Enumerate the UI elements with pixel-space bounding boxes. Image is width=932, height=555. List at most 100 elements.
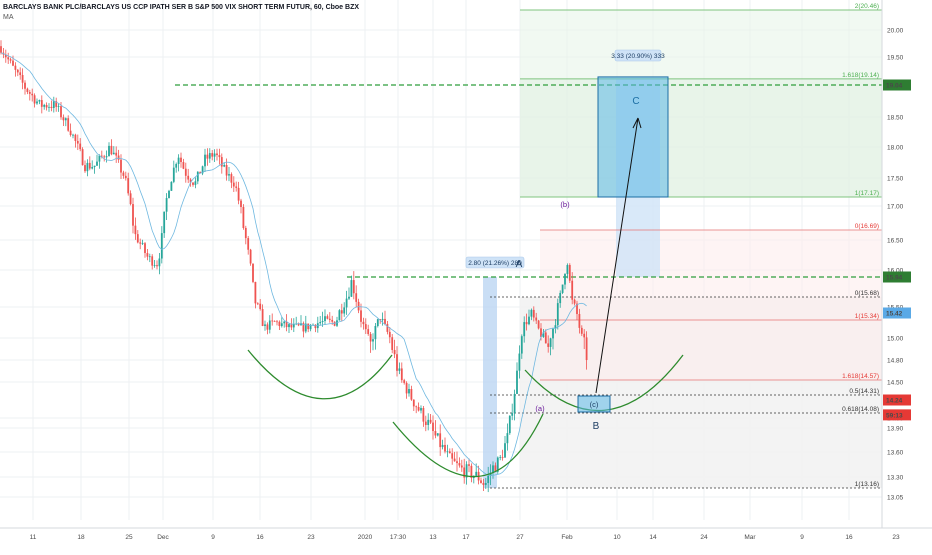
candles [0, 40, 588, 493]
candle-body [40, 100, 43, 107]
candle-body [535, 317, 538, 321]
candle-body [216, 153, 218, 156]
candle-body [148, 256, 151, 258]
candle-body [362, 321, 365, 325]
price-axis[interactable]: 20.00 19.50 18.50 18.00 17.50 17.00 16.50 16.00… [881, 0, 932, 550]
candle-body [578, 314, 581, 328]
time-tick: 14 [649, 534, 657, 541]
candle-body [180, 157, 182, 163]
candle-body [132, 204, 134, 226]
candle-body [156, 265, 158, 267]
candle-body [165, 198, 168, 212]
fib-up-label: 1(17.17) [855, 190, 879, 197]
candle-body [182, 162, 185, 169]
candle-body [124, 175, 127, 179]
candle-body [230, 174, 233, 183]
projection-arrow [595, 117, 639, 394]
indicator-ma-label[interactable]: MA [3, 14, 14, 21]
candle-body [81, 149, 84, 166]
time-tick: Mar [744, 534, 756, 541]
candle-body [88, 162, 91, 169]
fib-red-zone [540, 230, 882, 380]
time-tick: 24 [700, 534, 708, 541]
candle-body [79, 143, 82, 150]
fib-up-zone-inner [520, 78, 882, 197]
candle-body [492, 465, 494, 473]
candle-body [76, 140, 79, 144]
candle-body [571, 280, 574, 300]
candle-body [264, 324, 266, 326]
candle-body [4, 54, 7, 58]
candle-body [240, 200, 242, 207]
candle-body [285, 321, 288, 328]
candle-body [283, 321, 286, 324]
time-tick: 16 [256, 534, 264, 541]
candle-body [228, 174, 230, 176]
candle-body [321, 321, 324, 323]
candle-body [249, 249, 252, 264]
candle-body [580, 327, 583, 334]
candle-body [525, 322, 528, 325]
candle-body [468, 464, 470, 466]
measure-label: 3.33 (20.90%) 333 [611, 53, 665, 60]
measure-bar-left [483, 277, 497, 488]
candle-body [146, 253, 149, 257]
time-tick: 17:30 [390, 534, 407, 541]
candle-body [108, 145, 110, 157]
candle-body [268, 320, 271, 330]
candle-body [465, 464, 468, 478]
candle-body [112, 152, 115, 155]
fib-zones [483, 10, 882, 488]
candle-body [0, 46, 2, 53]
candle-body [273, 320, 276, 322]
price-tag-label: 15.94 [886, 275, 903, 282]
candle-body [177, 157, 180, 164]
time-axis[interactable]: 11 18 25 Dec 9 16 23 2020 17:30 13 17 27 Feb 10 14 24 Ma… [0, 527, 932, 541]
candle-body [256, 303, 259, 305]
price-tick: 13.60 [887, 450, 904, 457]
candle-body [192, 182, 194, 185]
candle-body [523, 322, 526, 337]
candle-body [343, 307, 346, 314]
candle-body [189, 179, 192, 183]
time-tick: 11 [30, 534, 37, 541]
candle-body [172, 167, 175, 182]
candle-body [218, 155, 221, 158]
price-tag [883, 79, 911, 91]
candle-body [429, 419, 432, 423]
candle-body [170, 181, 173, 191]
candle-body [144, 243, 146, 254]
candle-body [501, 457, 504, 459]
candle-body [297, 323, 300, 326]
time-tick: Dec [157, 534, 169, 541]
candle-body [364, 324, 367, 330]
price-tick: 13.90 [887, 426, 904, 433]
candle-body [21, 75, 24, 83]
candle-body [7, 57, 10, 60]
candle-body [496, 457, 499, 472]
candle-body [134, 225, 137, 235]
price-tag-label: 19.04 [886, 83, 903, 90]
fib-down-label: 0.618(14.08) [842, 406, 879, 413]
candle-body [350, 280, 353, 297]
candle-body [103, 156, 106, 158]
candle-body [393, 349, 396, 355]
candle-body [136, 234, 139, 243]
time-tick: 9 [211, 534, 215, 541]
candle-body [213, 153, 216, 157]
price-tick: 15.00 [887, 336, 904, 343]
candle-body [424, 421, 427, 426]
chart-title[interactable]: BARCLAYS BANK PLC/BARCLAYS US CCP IPATH … [3, 4, 360, 11]
candle-body [33, 95, 36, 104]
small-box-c [577, 395, 611, 413]
fib-down-label: 1(13.16) [855, 481, 879, 488]
candle-body [67, 118, 70, 131]
time-tick: 17 [462, 534, 470, 541]
fib-up-label: 1.618(19.14) [842, 72, 879, 79]
candle-body [328, 318, 331, 320]
candle-body [376, 319, 379, 326]
candle-body [439, 433, 442, 448]
